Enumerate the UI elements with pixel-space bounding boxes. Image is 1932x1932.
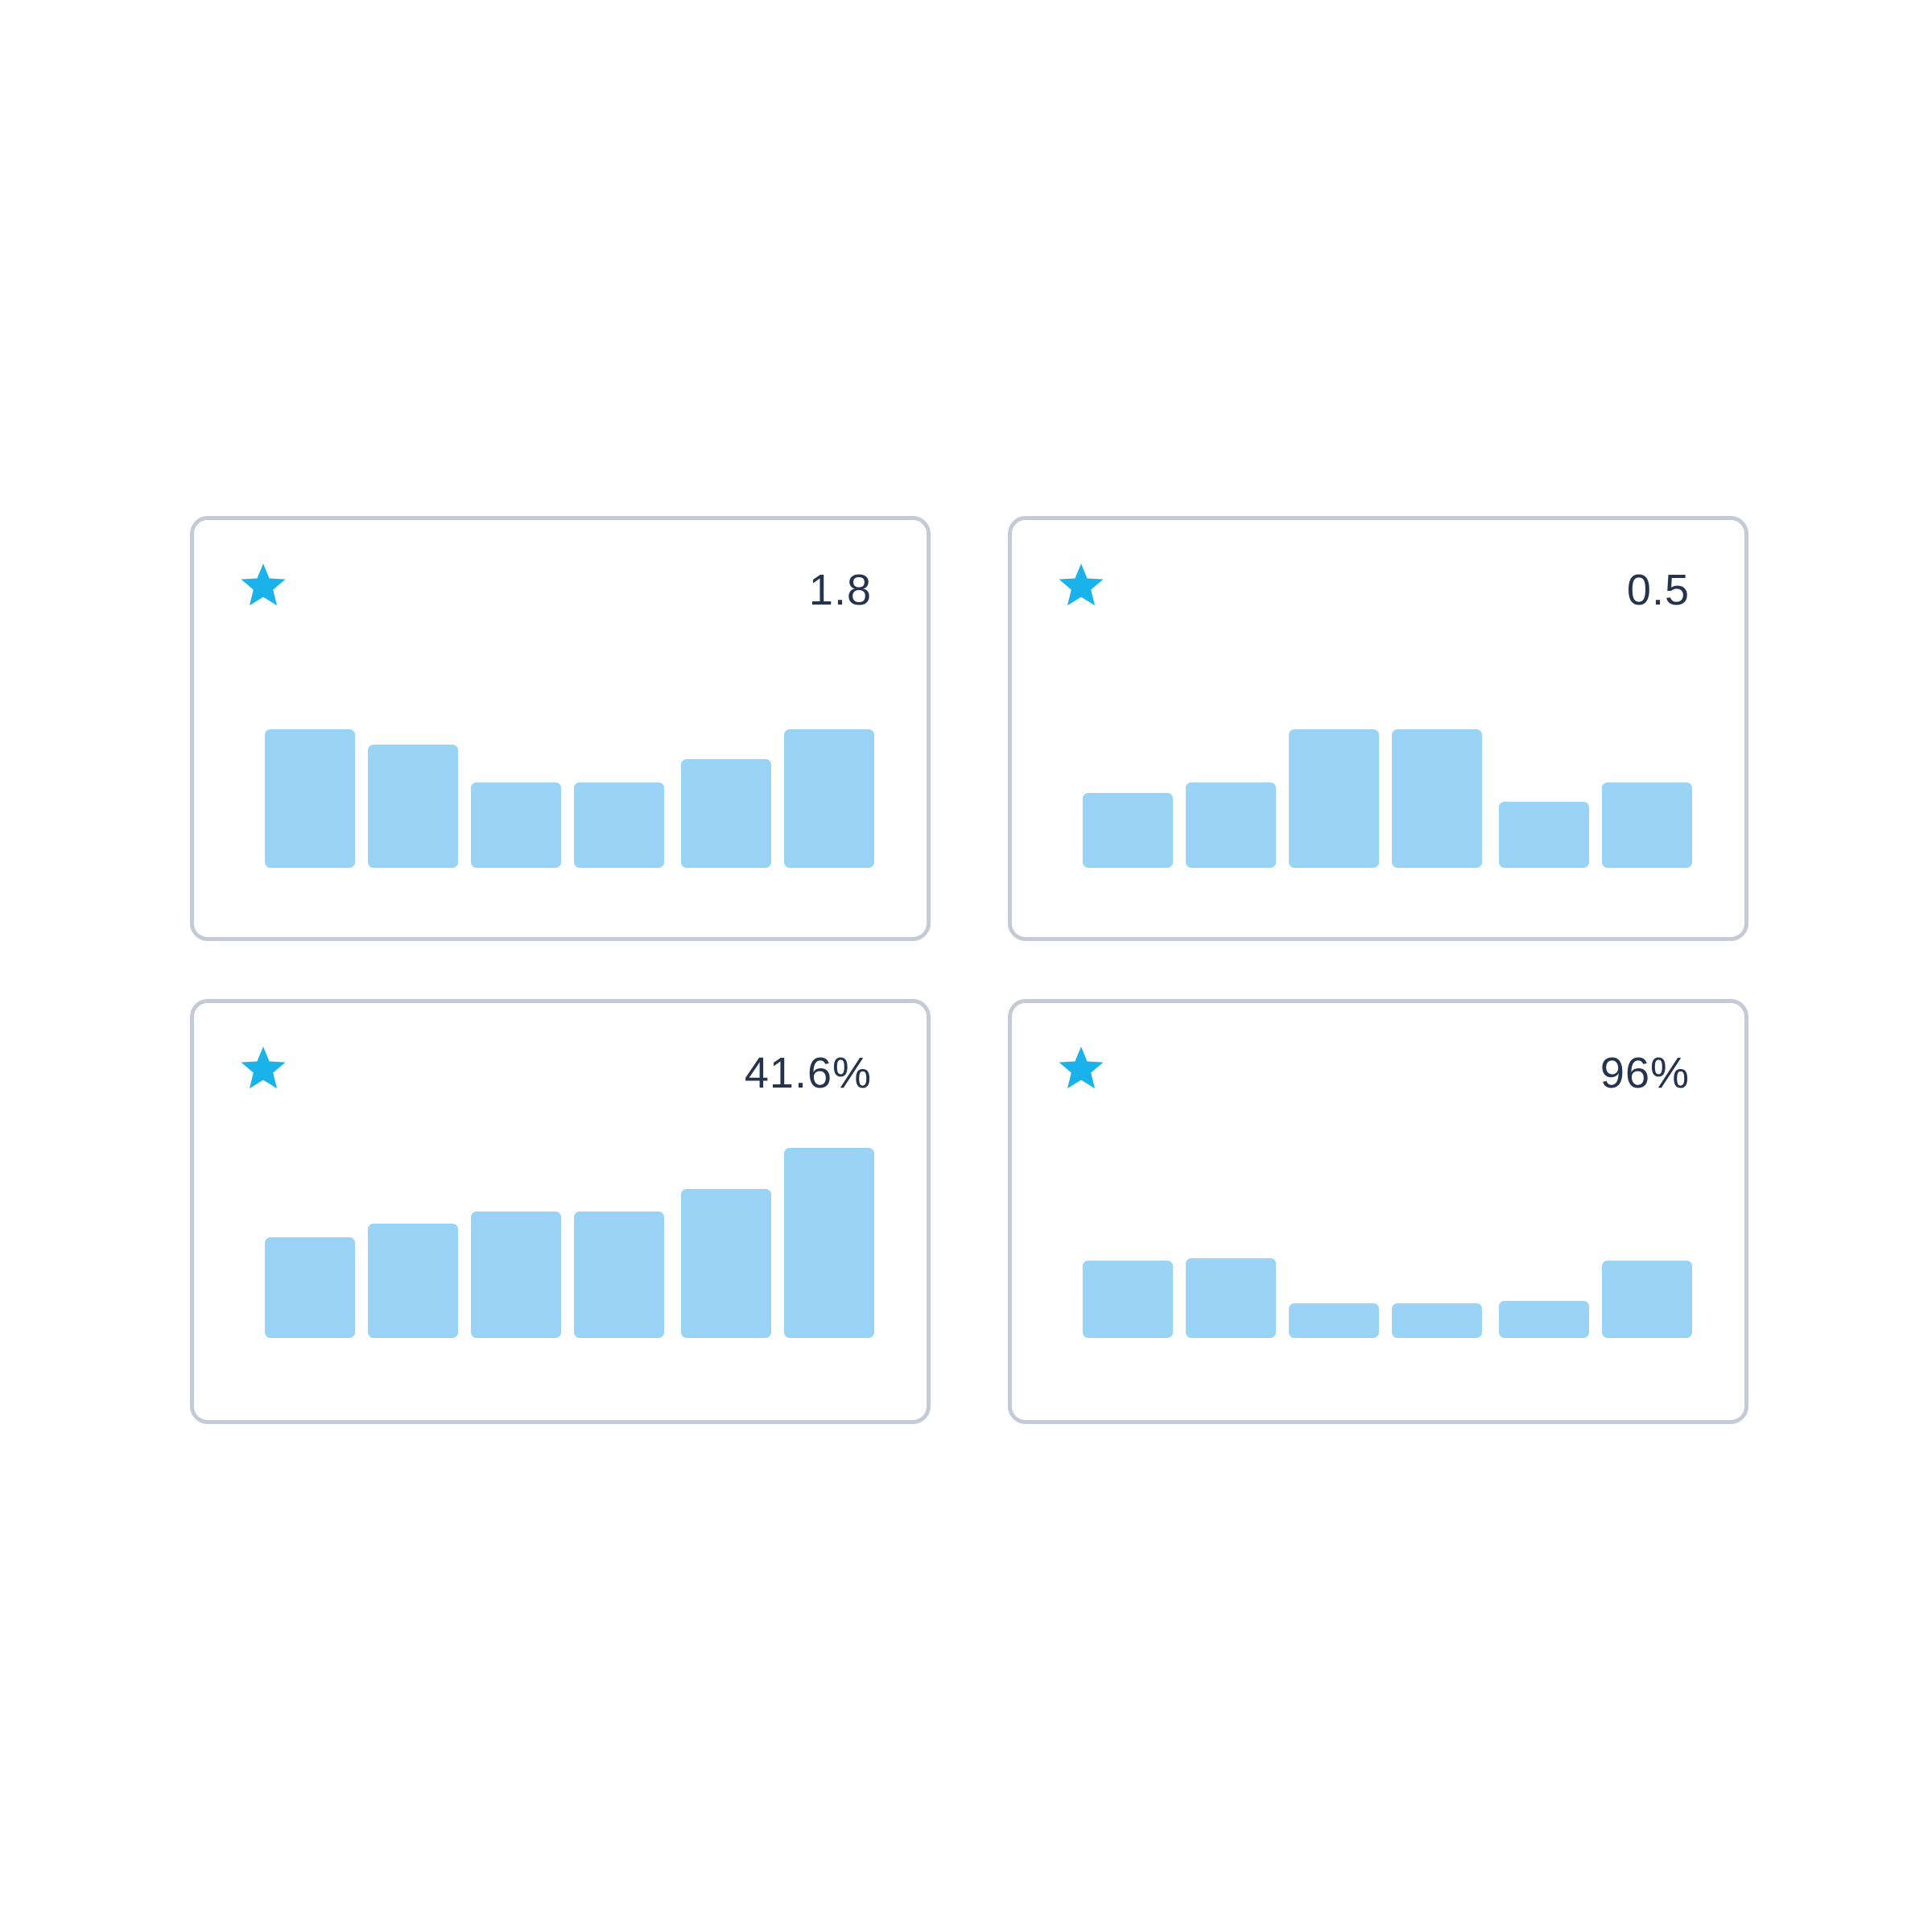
- chart-bar: [265, 729, 355, 868]
- star-icon[interactable]: [236, 1043, 291, 1096]
- chart-bar: [1186, 1258, 1276, 1338]
- bar-chart: [265, 1148, 877, 1338]
- chart-bar: [1392, 1303, 1482, 1338]
- chart-bar: [1499, 1301, 1589, 1338]
- chart-bar: [1499, 802, 1589, 868]
- chart-bar: [471, 782, 561, 868]
- chart-bar: [784, 1148, 874, 1338]
- chart-bar: [574, 1212, 664, 1338]
- bar-chart: [265, 729, 877, 868]
- chart-bar: [368, 1224, 458, 1338]
- chart-bar: [1083, 793, 1173, 868]
- chart-bar: [681, 1189, 771, 1338]
- metric-card: 96%: [1008, 999, 1748, 1424]
- star-icon[interactable]: [1054, 1043, 1108, 1096]
- chart-bar: [1602, 782, 1692, 868]
- bar-chart: [1083, 1148, 1695, 1338]
- chart-bar: [681, 759, 771, 868]
- star-icon[interactable]: [236, 560, 291, 613]
- metric-value: 1.8: [808, 566, 872, 614]
- chart-bar: [1289, 1303, 1379, 1338]
- metric-value: 41.6%: [744, 1049, 872, 1097]
- chart-bar: [471, 1212, 561, 1338]
- bar-chart: [1083, 729, 1695, 868]
- metric-value: 96%: [1600, 1049, 1690, 1097]
- metric-card: 1.8: [190, 516, 931, 941]
- chart-bar: [1083, 1261, 1173, 1338]
- star-icon[interactable]: [1054, 560, 1108, 613]
- chart-bar: [265, 1237, 355, 1338]
- chart-bar: [1289, 729, 1379, 868]
- metric-card: 41.6%: [190, 999, 931, 1424]
- metric-card: 0.5: [1008, 516, 1748, 941]
- chart-bar: [784, 729, 874, 868]
- chart-bar: [574, 782, 664, 868]
- metric-value: 0.5: [1626, 566, 1690, 614]
- chart-bar: [368, 745, 458, 868]
- chart-bar: [1392, 729, 1482, 868]
- chart-bar: [1186, 782, 1276, 868]
- chart-bar: [1602, 1261, 1692, 1338]
